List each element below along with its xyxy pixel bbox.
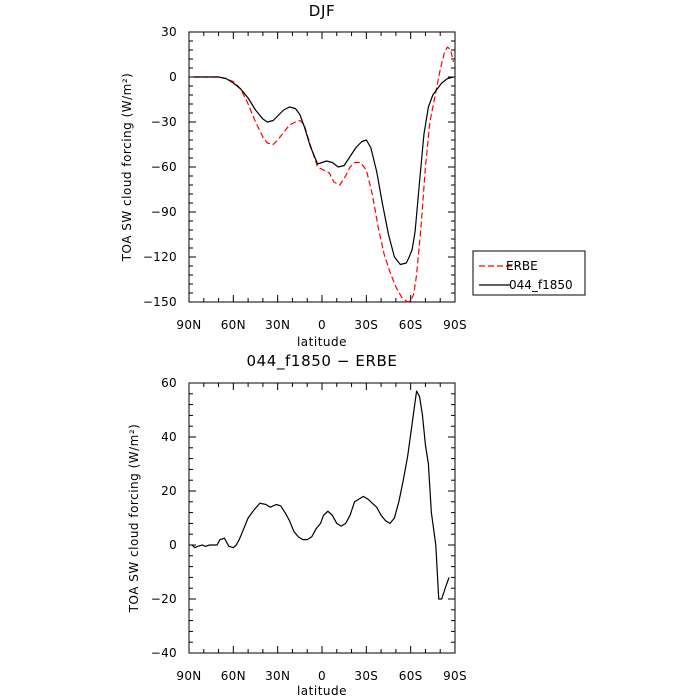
bottom-y-axis-label: TOA SW cloud forcing (W/m²) xyxy=(127,424,141,614)
top-y-tick-label: −90 xyxy=(151,205,177,219)
top-panel: DJF TOA SW cloud forcing (W/m²) latitude… xyxy=(120,2,467,349)
bottom-y-tick-label: 40 xyxy=(161,430,177,444)
top-panel-title: DJF xyxy=(309,2,335,20)
top-x-tick-label: 90N xyxy=(176,318,201,332)
top-x-tick-label: 30N xyxy=(265,318,290,332)
bottom-y-tick-label: −20 xyxy=(151,592,177,606)
legend-label-model: 044_f1850 xyxy=(509,278,573,292)
top-x-tick-label: 60N xyxy=(221,318,246,332)
top-x-tick-label: 30S xyxy=(354,318,378,332)
top-y-axis-label: TOA SW cloud forcing (W/m²) xyxy=(120,73,134,263)
bottom-x-tick-label: 30N xyxy=(265,669,290,683)
legend: ERBE 044_f1850 xyxy=(472,250,586,296)
top-y-tick-label: −60 xyxy=(151,160,177,174)
top-x-tick-label: 0 xyxy=(318,318,326,332)
top-y-tick-label: −120 xyxy=(143,250,177,264)
bottom-x-tick-label: 60N xyxy=(221,669,246,683)
top-series-line-044-f1850 xyxy=(193,76,454,266)
bottom-x-tick-label: 0 xyxy=(318,669,326,683)
bottom-series-line-difference xyxy=(191,390,450,600)
bottom-y-tick-label: 20 xyxy=(161,484,177,498)
top-x-tick-label: 60S xyxy=(399,318,423,332)
bottom-x-axis-label: latitude xyxy=(297,684,347,698)
bottom-x-tick-label: 90N xyxy=(176,669,201,683)
bottom-x-tick-label: 60S xyxy=(399,669,423,683)
bottom-panel: 044_f1850 − ERBE TOA SW cloud forcing (W… xyxy=(127,352,467,698)
bottom-panel-title: 044_f1850 − ERBE xyxy=(247,352,398,371)
legend-box xyxy=(472,250,586,296)
bottom-y-tick-label: 0 xyxy=(169,538,177,552)
top-y-tick-label: −150 xyxy=(143,295,177,309)
top-x-axis-label: latitude xyxy=(297,335,347,349)
bottom-x-tick-label: 30S xyxy=(354,669,378,683)
legend-label-erbe: ERBE xyxy=(506,259,538,273)
bottom-x-tick-label: 90S xyxy=(443,669,467,683)
top-y-tick-label: 0 xyxy=(169,70,177,84)
top-x-tick-label: 90S xyxy=(443,318,467,332)
top-series-line-erbe xyxy=(193,46,455,303)
top-plot-frame xyxy=(188,31,456,303)
top-y-tick-label: 30 xyxy=(161,25,177,39)
bottom-y-tick-label: −40 xyxy=(151,646,177,660)
top-y-tick-label: −30 xyxy=(151,115,177,129)
bottom-y-tick-label: 60 xyxy=(161,376,177,390)
